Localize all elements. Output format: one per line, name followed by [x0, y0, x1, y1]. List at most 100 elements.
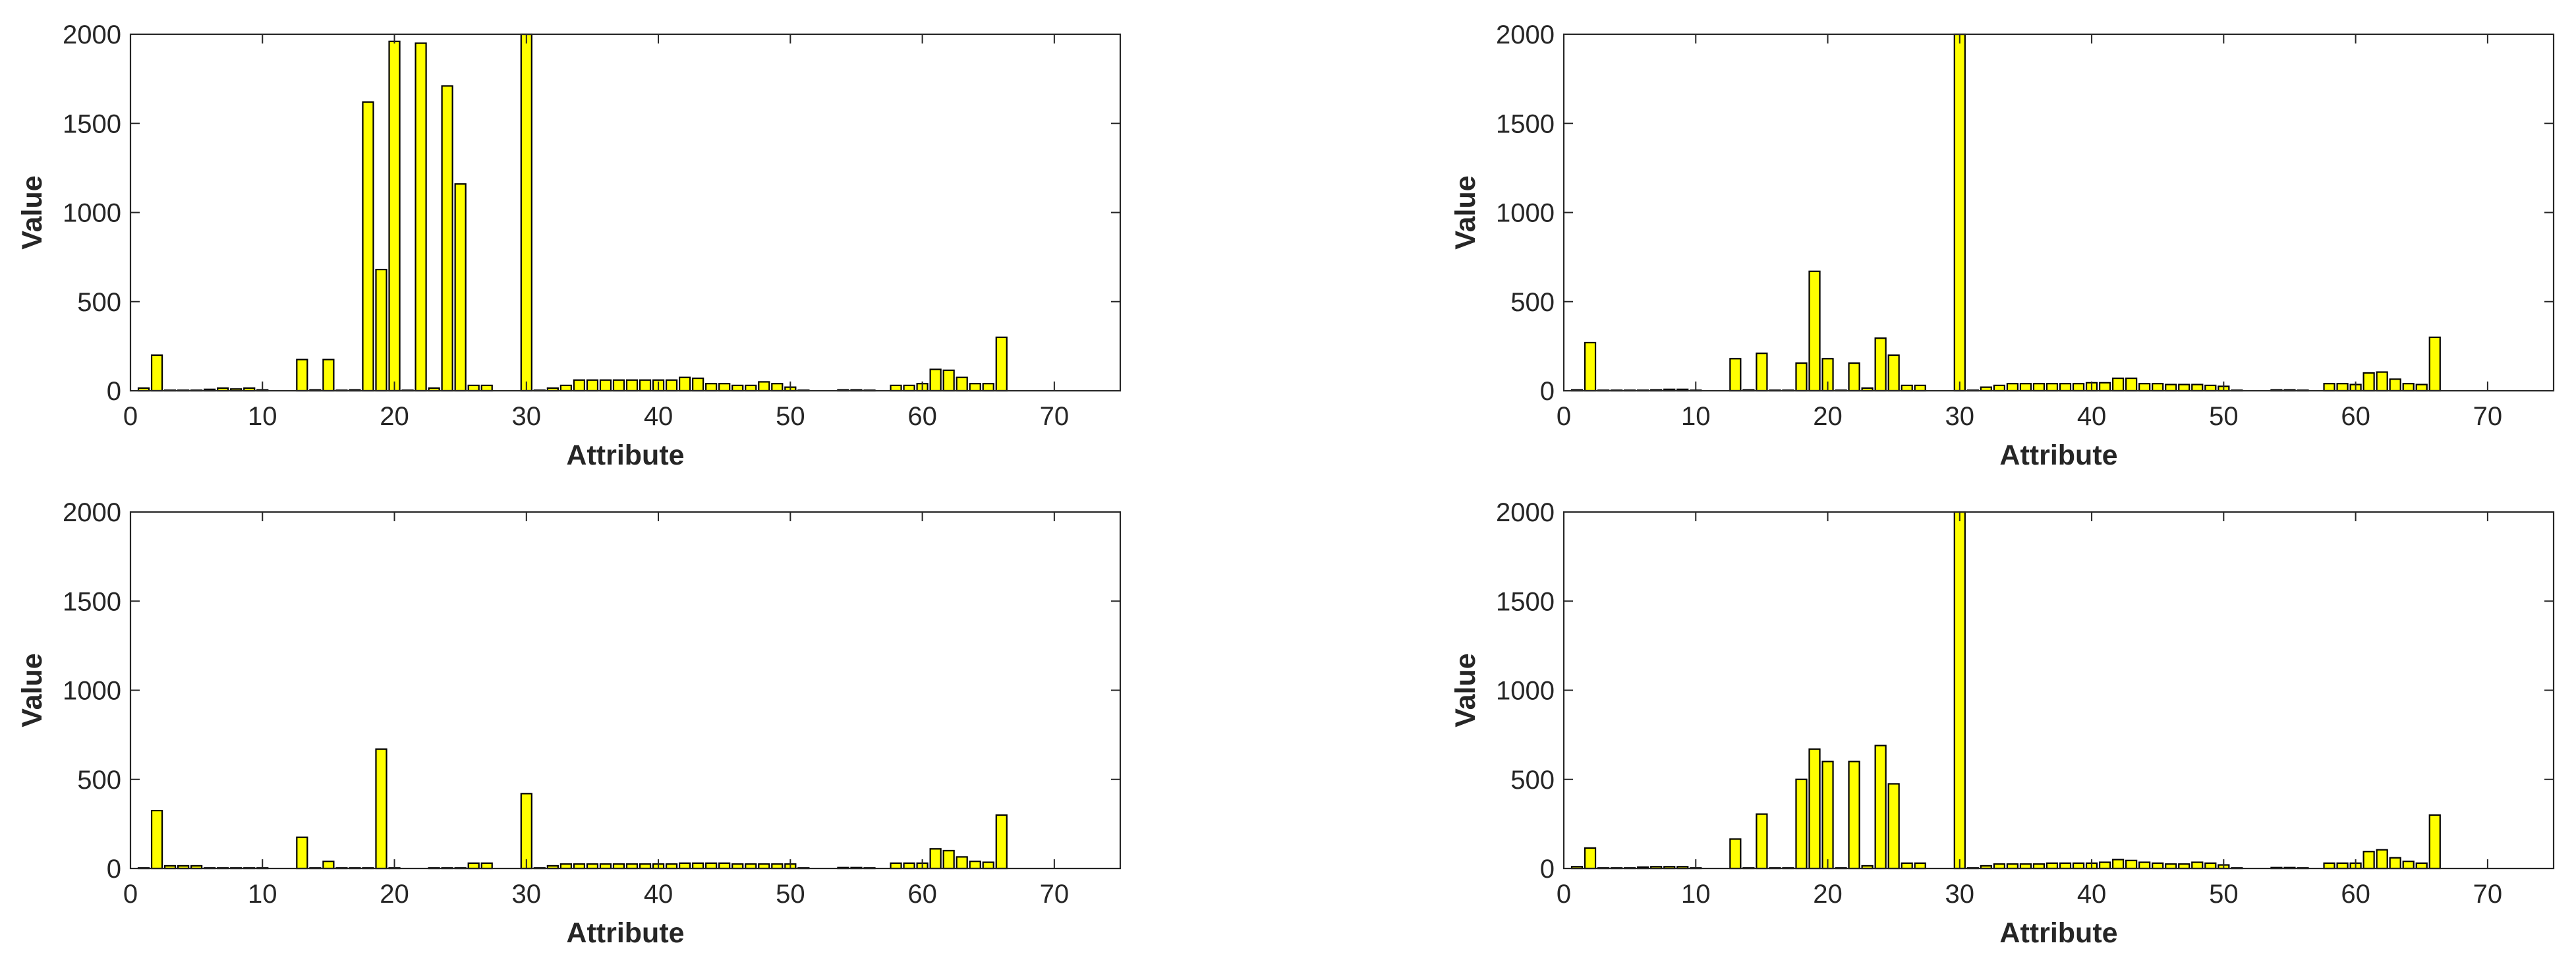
- bar: [1795, 362, 1808, 392]
- bar: [982, 861, 994, 870]
- bar: [890, 862, 902, 870]
- y-tick-label: 0: [107, 377, 121, 406]
- y-tick-label: 1000: [63, 677, 121, 706]
- bar: [2046, 862, 2059, 870]
- bar: [969, 383, 981, 392]
- bar: [2191, 861, 2204, 870]
- bar: [1821, 760, 1834, 870]
- bar: [2402, 861, 2415, 870]
- bar: [599, 379, 612, 392]
- y-tick-label: 1500: [63, 109, 121, 138]
- bar-series: [1570, 33, 2441, 392]
- bar: [520, 793, 532, 870]
- bar: [731, 384, 744, 392]
- bar: [1914, 862, 1926, 870]
- bar: [956, 376, 968, 392]
- bar: [679, 862, 691, 870]
- bar: [612, 379, 625, 392]
- x-tick-label: 20: [380, 880, 409, 909]
- x-tick-label: 30: [512, 402, 542, 431]
- bar: [1993, 384, 2005, 392]
- x-axis-label: Attribute: [1999, 917, 2117, 949]
- plot-area: [130, 34, 1120, 391]
- x-tick-label: 0: [1557, 402, 1571, 431]
- x-tick-label: 60: [2341, 880, 2370, 909]
- x-tick-label: 20: [380, 402, 409, 431]
- bar: [1874, 745, 1887, 870]
- bar: [1901, 862, 1913, 870]
- bar: [467, 862, 480, 870]
- bar: [942, 849, 955, 870]
- bar: [2402, 383, 2415, 392]
- bar: [771, 383, 784, 392]
- bar: [322, 861, 335, 870]
- bar: [559, 384, 572, 392]
- bar: [2112, 859, 2125, 870]
- bar: [2165, 384, 2177, 392]
- bar: [1808, 748, 1821, 870]
- bar: [903, 862, 915, 870]
- y-tick-label: 2000: [63, 20, 121, 49]
- y-axis-label: Value: [1450, 653, 1481, 727]
- plot-area: [130, 512, 1120, 868]
- x-tick-label: 70: [2473, 880, 2503, 909]
- y-tick-label: 1500: [63, 587, 121, 616]
- bar: [625, 379, 639, 392]
- x-tick-label: 50: [776, 880, 805, 909]
- x-tick-label: 30: [1945, 402, 1975, 431]
- bar: [150, 809, 163, 870]
- x-tick-label: 0: [1557, 880, 1571, 909]
- bar: [969, 861, 981, 870]
- bar: [480, 862, 493, 870]
- x-tick-label: 60: [2341, 402, 2370, 431]
- bar: [2362, 851, 2375, 870]
- bar: [1848, 760, 1860, 870]
- bar: [1901, 384, 1913, 392]
- bar: [1808, 270, 1821, 392]
- bar: [375, 748, 387, 870]
- x-tick-label: 30: [1945, 880, 1975, 909]
- bar: [692, 377, 704, 392]
- bar: [665, 379, 678, 392]
- x-tick-label: 40: [2077, 880, 2107, 909]
- bar: [2323, 862, 2335, 870]
- bar: [956, 856, 968, 870]
- y-tick-label: 1500: [1496, 109, 1555, 138]
- x-tick-label: 10: [248, 880, 277, 909]
- x-tick-label: 10: [248, 402, 277, 431]
- bar: [573, 379, 586, 392]
- x-tick-label: 10: [1681, 880, 1711, 909]
- bar: [2415, 862, 2428, 870]
- x-tick-label: 50: [2209, 880, 2239, 909]
- bar: [2415, 384, 2428, 392]
- bar-series: [137, 748, 1008, 870]
- bar: [705, 383, 718, 392]
- bar: [2046, 383, 2059, 392]
- x-tick-label: 30: [512, 880, 542, 909]
- x-axis-label: Attribute: [566, 917, 684, 949]
- bar: [942, 369, 955, 392]
- bar: [296, 358, 308, 392]
- bar: [1953, 511, 1966, 870]
- bar: [375, 268, 387, 392]
- plot-area: [1564, 512, 2554, 868]
- bar: [2152, 383, 2164, 392]
- y-tick-label: 1000: [1496, 677, 1555, 706]
- bar: [467, 384, 480, 392]
- y-tick-label: 0: [1540, 855, 1555, 884]
- bar: [1953, 33, 1966, 392]
- x-tick-label: 40: [644, 402, 673, 431]
- bar: [1848, 362, 1860, 392]
- bar: [890, 384, 902, 392]
- bar: [2336, 862, 2349, 870]
- x-tick-label: 20: [1813, 880, 1843, 909]
- bar: [2362, 372, 2375, 392]
- bar: [995, 336, 1008, 392]
- x-tick-label: 60: [907, 880, 937, 909]
- bar: [679, 376, 691, 392]
- panel-top-right: 0 10 20 30 40 50 60 70 0 500 1000 1500 2000 Attribute…: [1450, 20, 2555, 471]
- bar: [2072, 383, 2085, 392]
- bar: [2389, 857, 2401, 870]
- bar: [2204, 862, 2217, 870]
